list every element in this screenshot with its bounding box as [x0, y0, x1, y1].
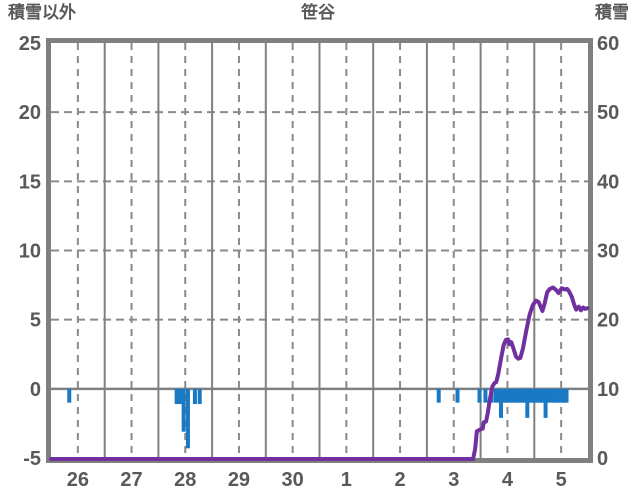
non-snow-bar	[537, 388, 542, 403]
non-snow-bar	[174, 388, 179, 405]
left-axis-tick-label: 10	[19, 241, 41, 263]
non-snow-bar	[177, 388, 182, 405]
non-snow-bar	[528, 388, 533, 403]
x-axis-tick-label: 28	[174, 469, 196, 491]
x-axis-tick-label: 5	[556, 469, 567, 491]
non-snow-bar	[508, 388, 513, 403]
non-snow-bar	[549, 388, 554, 403]
x-axis-tick-label: 4	[502, 469, 514, 491]
non-snow-bar	[517, 388, 522, 403]
right-axis-tick-label: 0	[597, 448, 608, 470]
x-axis-tick-label: 1	[341, 469, 352, 491]
non-snow-bar	[555, 388, 560, 403]
non-snow-bar	[493, 388, 498, 403]
non-snow-bar	[496, 388, 501, 403]
non-snow-bar	[558, 388, 563, 403]
left-axis-tick-label: 20	[19, 102, 41, 124]
non-snow-bar	[181, 388, 186, 432]
x-axis-tick-label: 3	[448, 469, 459, 491]
right-axis-tick-label: 20	[597, 310, 619, 332]
left-axis-title: 積雪以外	[8, 3, 76, 22]
snow-depth-line	[49, 285, 590, 461]
non-snow-bar	[436, 388, 441, 403]
non-snow-bar	[525, 388, 530, 418]
non-snow-bar	[67, 388, 72, 403]
right-axis-title: 積雪	[595, 3, 629, 22]
non-snow-bar	[564, 388, 569, 403]
non-snow-bar	[552, 388, 557, 403]
left-axis-tick-label: 25	[19, 33, 41, 55]
chart-title: 笹谷	[301, 3, 335, 22]
x-axis-tick-label: 26	[67, 469, 89, 491]
non-snow-bar	[519, 388, 524, 403]
non-snow-bar	[534, 388, 539, 403]
non-snow-bar	[185, 388, 190, 449]
non-snow-bar	[531, 388, 536, 403]
left-axis-tick-label: -5	[23, 448, 41, 470]
non-snow-bar	[192, 388, 197, 405]
x-axis-tick-label: 29	[228, 469, 250, 491]
right-axis-tick-label: 50	[597, 102, 619, 124]
left-axis-tick-label: 0	[30, 379, 41, 401]
non-snow-bar	[197, 388, 202, 405]
right-axis-tick-label: 60	[597, 33, 619, 55]
non-snow-bar	[483, 388, 488, 403]
non-snow-bar	[505, 388, 510, 403]
non-snow-bar	[561, 388, 566, 403]
non-snow-bar	[514, 388, 519, 403]
non-snow-bar	[502, 388, 507, 403]
right-axis-tick-label: 10	[597, 379, 619, 401]
non-snow-bar	[543, 388, 548, 418]
left-axis-tick-label: 15	[19, 171, 41, 193]
non-snow-bar	[499, 388, 504, 418]
non-snow-bar	[540, 388, 545, 403]
right-axis-tick-label: 30	[597, 241, 619, 263]
non-snow-bar	[546, 388, 551, 403]
x-axis-tick-label: 2	[394, 469, 405, 491]
left-axis-tick-label: 5	[30, 310, 41, 332]
non-snow-bar	[523, 388, 528, 403]
non-snow-bar	[477, 388, 482, 403]
right-axis-tick-label: 40	[597, 171, 619, 193]
x-axis-tick-label: 30	[282, 469, 304, 491]
non-snow-bar	[455, 388, 460, 403]
x-axis-tick-label: 27	[120, 469, 142, 491]
non-snow-bar	[511, 388, 516, 403]
